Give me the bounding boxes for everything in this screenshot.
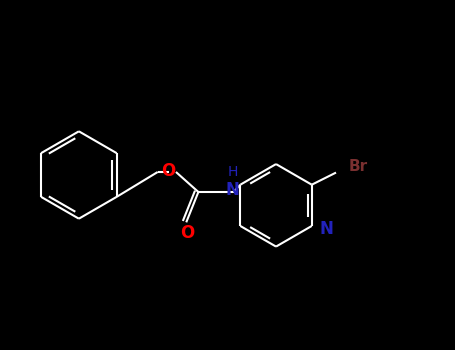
Text: H: H	[227, 164, 238, 178]
Text: O: O	[180, 224, 195, 241]
Text: O: O	[162, 162, 176, 180]
Text: N: N	[319, 220, 333, 238]
Text: N: N	[225, 181, 239, 199]
Text: Br: Br	[348, 159, 367, 174]
